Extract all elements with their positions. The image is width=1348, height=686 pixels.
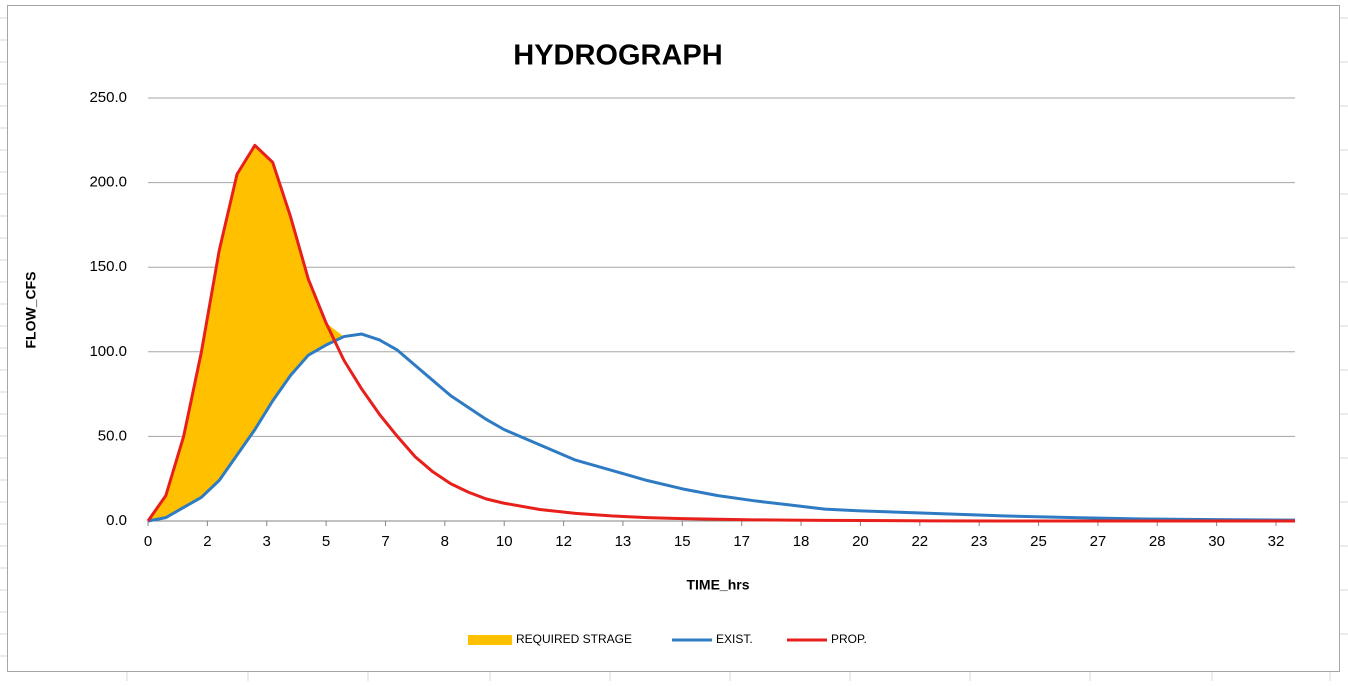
storage-area — [148, 145, 344, 521]
legend-swatch — [468, 635, 512, 645]
x-tick-label: 5 — [322, 533, 330, 550]
chart-title: HYDROGRAPH — [513, 40, 722, 72]
x-tick-label: 10 — [496, 533, 513, 550]
series-line — [147, 332, 1296, 523]
x-tick-label: 2 — [203, 533, 211, 550]
y-tick-label: 250.0 — [89, 89, 127, 106]
x-tick-label: 13 — [615, 533, 632, 550]
legend-label: REQUIRED STRAGE — [516, 632, 632, 646]
x-tick-label: 27 — [1090, 533, 1107, 550]
x-tick-label: 7 — [381, 533, 389, 550]
x-tick-label: 17 — [733, 533, 750, 550]
x-axis-label: TIME_hrs — [686, 577, 749, 593]
sheet-grid — [0, 17, 1348, 681]
legend-label: EXIST. — [716, 632, 753, 646]
x-tick-label: 23 — [971, 533, 988, 550]
x-tick-label: 30 — [1208, 533, 1225, 550]
y-tick-label: 0.0 — [106, 512, 127, 529]
y-tick-label: 150.0 — [89, 258, 127, 275]
y-tick-label: 50.0 — [98, 427, 127, 444]
legend-label: PROP. — [831, 632, 867, 646]
y-tick-label: 200.0 — [89, 174, 127, 191]
x-tick-label: 28 — [1149, 533, 1166, 550]
y-tick-label: 100.0 — [89, 343, 127, 360]
x-tick-label: 32 — [1268, 533, 1285, 550]
x-tick-label: 12 — [555, 533, 572, 550]
x-tick-label: 0 — [144, 533, 152, 550]
x-tick-label: 25 — [1030, 533, 1047, 550]
x-tick-label: 18 — [793, 533, 810, 550]
x-tick-label: 15 — [674, 533, 691, 550]
x-tick-label: 3 — [263, 533, 271, 550]
x-tick-label: 20 — [852, 533, 869, 550]
x-tick-label: 8 — [441, 533, 449, 550]
series-line — [146, 143, 1295, 523]
x-tick-label: 22 — [911, 533, 928, 550]
y-axis-label: FLOW_CFS — [23, 272, 39, 349]
